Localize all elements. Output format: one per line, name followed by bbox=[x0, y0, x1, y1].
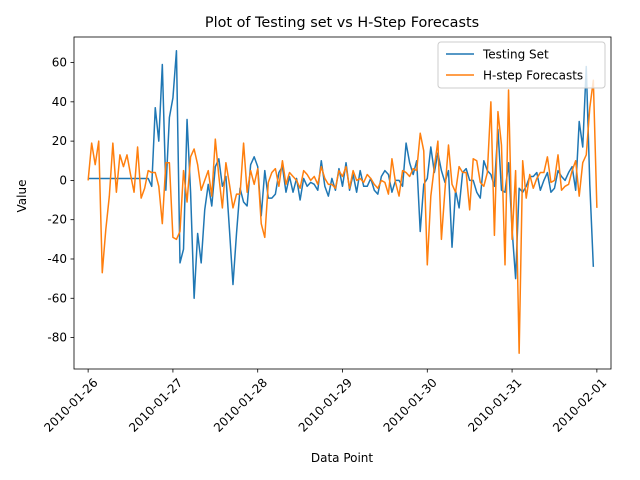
x-axis-label: Data Point bbox=[311, 451, 374, 465]
y-axis-label: Value bbox=[15, 180, 29, 213]
chart-title: Plot of Testing set vs H-Step Forecasts bbox=[205, 15, 479, 31]
y-tick-label: -80 bbox=[47, 331, 67, 345]
y-tick-label: -60 bbox=[47, 291, 67, 305]
series-line-h-step-forecasts bbox=[87, 79, 598, 355]
legend-label: H-step Forecasts bbox=[483, 69, 583, 83]
y-tick-label: 20 bbox=[52, 134, 67, 148]
legend-label: Testing Set bbox=[482, 48, 549, 62]
legend: Testing Set H-step Forecasts bbox=[437, 41, 606, 89]
legend-box bbox=[437, 41, 606, 89]
y-tick-label: 40 bbox=[52, 95, 67, 109]
y-tick-label: -40 bbox=[47, 252, 67, 266]
y-tick-label: -20 bbox=[47, 213, 67, 227]
series-line-testing-set bbox=[88, 50, 595, 300]
y-tick-label: 0 bbox=[59, 173, 67, 187]
y-tick-label: 60 bbox=[52, 56, 67, 70]
